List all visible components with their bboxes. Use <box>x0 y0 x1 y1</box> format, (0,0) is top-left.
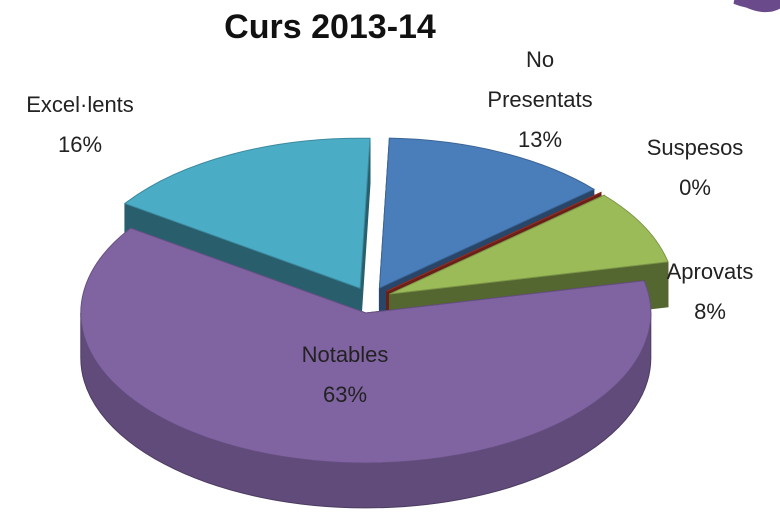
slice-label: Notables 63% <box>265 335 425 415</box>
slice-label: Excel·lents 16% <box>0 85 160 165</box>
category-label: No Presentats <box>487 47 593 112</box>
value-label: 16% <box>57 132 103 157</box>
slice-label: Suspesos 0% <box>625 128 765 208</box>
slice-label: No Presentats 13% <box>485 40 595 160</box>
slice <box>386 192 602 292</box>
category-label: Excel·lents <box>26 92 134 117</box>
value-label: 0% <box>679 175 711 200</box>
decoration <box>733 0 780 13</box>
category-label: Aprovats <box>666 259 754 284</box>
slice <box>123 137 371 289</box>
slice <box>389 194 669 295</box>
value-label: 8% <box>694 299 726 324</box>
value-label: 63% <box>322 382 368 407</box>
slice <box>378 137 595 289</box>
pie-tops <box>80 137 669 464</box>
category-label: Notables <box>301 342 389 367</box>
value-label: 13% <box>517 127 563 152</box>
slice <box>80 227 652 464</box>
category-label: Suspesos <box>646 135 744 160</box>
chart-title: Curs 2013-14 <box>224 8 436 46</box>
slice-label: Aprovats 8% <box>640 252 780 332</box>
